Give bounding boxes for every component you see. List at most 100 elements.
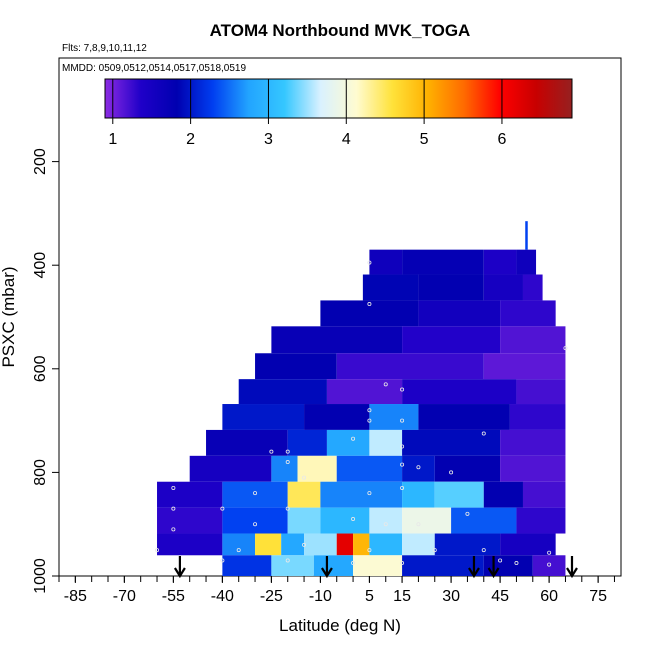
sample-point: [253, 491, 258, 496]
sample-point: [285, 506, 290, 511]
sample-point: [416, 465, 421, 470]
x-tick-label: 60: [540, 588, 558, 605]
sample-point: [498, 558, 503, 563]
x-tick-label: -40: [211, 588, 234, 605]
x-tick-label: 15: [393, 588, 411, 605]
heatmap-cell: [402, 429, 501, 456]
sample-point: [171, 506, 176, 511]
heatmap-cell: [222, 507, 288, 534]
heatmap-cell: [418, 300, 501, 327]
sample-point: [400, 485, 405, 490]
heatmap-cell: [313, 555, 354, 576]
heatmap-cell: [402, 507, 452, 534]
heatmap-cell: [255, 353, 337, 380]
x-tick-label: 30: [442, 588, 460, 605]
heatmap-cell: [402, 481, 435, 508]
flight-arrow-head: [566, 567, 578, 579]
sample-point: [563, 346, 568, 351]
colorbar-tick-label: 3: [264, 131, 273, 148]
sample-point: [269, 449, 274, 454]
flight-arrow-head: [320, 567, 333, 579]
x-tick-label: 45: [491, 588, 509, 605]
colorbar-tick-label: 5: [420, 131, 429, 148]
heatmap-cell: [500, 300, 556, 327]
heatmap-spike: [525, 221, 528, 250]
sample-point: [449, 470, 454, 475]
heatmap-cell: [222, 533, 256, 556]
sample-point: [367, 260, 372, 265]
heatmap-cell: [509, 404, 566, 430]
colorbar-tick-label: 1: [108, 131, 117, 148]
colorbar-bar: [104, 78, 573, 119]
heatmap-cell: [320, 507, 370, 534]
sample-point: [302, 475, 307, 480]
x-tick-label: -70: [113, 588, 136, 605]
sample-point: [351, 561, 356, 566]
sample-point: [351, 436, 356, 441]
heatmap-cell: [369, 249, 403, 275]
sample-point: [367, 418, 372, 423]
sample-point: [253, 522, 258, 527]
x-tick-label: -10: [309, 588, 332, 605]
x-axis: -85 -70 -55 -40 -25 -10 5 15 30 45 60 75: [58, 576, 615, 605]
heatmap-cell: [297, 455, 337, 482]
sample-point: [547, 562, 552, 567]
sample-point: [171, 485, 176, 490]
heatmap-cell: [369, 404, 419, 430]
heatmap-cell: [516, 379, 566, 405]
heatmap-cell: [369, 533, 403, 556]
sample-point: [367, 491, 372, 496]
y-tick-label: 200: [32, 148, 49, 175]
sample-point: [481, 431, 486, 436]
y-tick-label: 1000: [32, 558, 49, 594]
heatmap-cell: [304, 533, 337, 556]
heatmap-cell: [369, 507, 403, 534]
heatmap-cell: [222, 555, 272, 576]
sample-point: [383, 522, 388, 527]
x-tick-label: -85: [64, 588, 87, 605]
x-tick-label: 5: [365, 588, 374, 605]
sample-point: [400, 462, 405, 467]
sample-point: [351, 517, 356, 522]
y-tick-label: 800: [32, 459, 49, 486]
sample-point: [514, 561, 519, 566]
sample-point: [400, 561, 405, 566]
heatmap-cell: [287, 429, 327, 456]
sample-point: [465, 511, 470, 516]
sample-point: [285, 449, 290, 454]
heatmap-cell: [418, 404, 510, 430]
heatmap-cell: [271, 455, 298, 482]
heatmap-cell: [402, 533, 435, 556]
heatmap-cell: [157, 481, 223, 508]
heatmap-cell: [500, 455, 566, 482]
heatmap-cell: [362, 274, 419, 301]
flights-label: Flts: 7,8,9,10,11,12: [62, 43, 147, 54]
heatmap-cell: [402, 379, 517, 405]
heatmap-cell: [434, 533, 501, 556]
heatmap-cell: [434, 481, 484, 508]
heatmap-cell: [516, 249, 537, 275]
colorbar-ticks: 1 2 3 4 5 6: [108, 79, 506, 148]
heatmap-cell: [336, 353, 484, 380]
heatmap-cell: [271, 326, 403, 354]
sample-point: [285, 558, 290, 563]
heatmap-cell: [222, 404, 305, 430]
sample-point: [481, 548, 486, 553]
sample-point: [383, 382, 388, 387]
colorbar-tick-label: 4: [342, 131, 351, 148]
flight-arrows: [173, 556, 578, 579]
sample-point: [367, 548, 372, 553]
heatmap-cell: [326, 429, 370, 456]
sample-point: [367, 302, 372, 307]
x-tick-label: -55: [162, 588, 185, 605]
sample-point: [400, 418, 405, 423]
y-tick-label: 600: [32, 355, 49, 382]
heatmap-cell: [483, 249, 517, 275]
y-tick-label: 400: [32, 252, 49, 279]
x-axis-label: Latitude (deg N): [279, 616, 401, 635]
sample-point: [400, 387, 405, 392]
y-axis: 200 400 600 800 1000: [32, 148, 59, 594]
heatmap-cell: [336, 533, 354, 556]
heatmap-layers: [157, 221, 566, 576]
